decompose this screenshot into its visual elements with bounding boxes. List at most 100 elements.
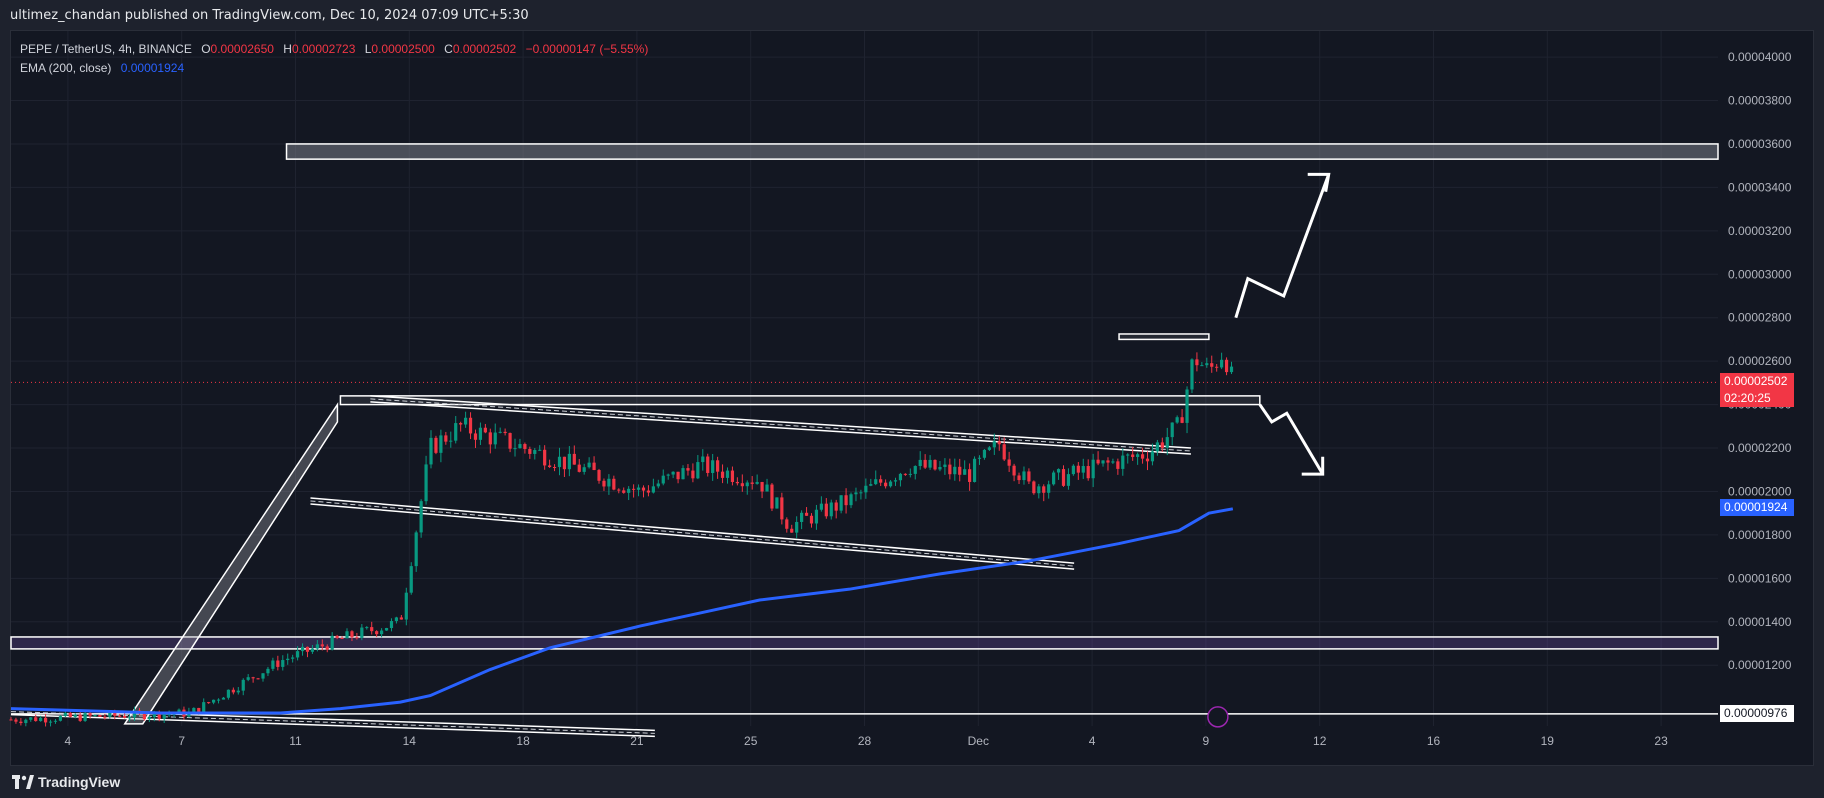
y-tick-label: 0.00003800	[1728, 94, 1792, 108]
candle-body	[1096, 459, 1100, 464]
candle-body	[1116, 461, 1120, 469]
candle-body	[147, 717, 151, 720]
ema-value: 0.00001924	[120, 61, 185, 75]
candle-body	[88, 713, 92, 716]
candle-body	[464, 417, 468, 425]
candle-body	[1111, 461, 1115, 463]
candle-body	[770, 484, 774, 509]
y-tick-label: 0.00001600	[1728, 571, 1792, 585]
candle-body	[118, 715, 122, 717]
candle-body	[1215, 366, 1219, 368]
candle-body	[1210, 363, 1214, 367]
candle-body	[216, 699, 221, 701]
candle-body	[666, 474, 670, 476]
rising-channel	[123, 402, 339, 725]
y-tick-label: 0.00003000	[1728, 267, 1792, 281]
candle-body	[167, 714, 171, 716]
zone-rect	[10, 636, 1719, 650]
candle-body	[1160, 442, 1164, 448]
candle-body	[1131, 454, 1135, 457]
y-tick-label: 0.00001200	[1728, 658, 1792, 672]
last-price-tag: 0.00002502 02:20:25	[1720, 373, 1794, 408]
candle-body	[1165, 437, 1169, 448]
candle-body	[661, 475, 665, 484]
y-tick-label: 0.00003400	[1728, 180, 1792, 194]
candle-body	[691, 470, 695, 479]
candle-body	[898, 473, 903, 481]
candle-body	[1145, 458, 1150, 462]
candle-body	[1022, 471, 1026, 481]
upper-channel-line	[370, 401, 1191, 455]
x-tick-label: 25	[744, 734, 758, 748]
candle-body	[39, 717, 43, 722]
y-tick-label: 0.00002000	[1728, 484, 1792, 498]
candle-body	[849, 494, 853, 506]
candle-body	[429, 437, 433, 465]
bullish-arrow-head	[1307, 172, 1331, 192]
x-tick-label: 7	[178, 734, 185, 748]
bottom-price-tag: 0.00000976	[1720, 704, 1794, 722]
projection-arrows	[1207, 172, 1331, 728]
candle-body	[953, 466, 957, 475]
candle-body	[493, 432, 497, 445]
candle-body	[231, 689, 235, 693]
candle-body	[251, 677, 255, 679]
ema-label[interactable]: EMA (200, close)	[20, 61, 112, 75]
candle-body	[804, 512, 809, 516]
candle-body	[725, 470, 730, 478]
candle-body	[1027, 471, 1031, 482]
candle-body	[814, 509, 819, 524]
candle-body	[1061, 469, 1066, 486]
candles	[9, 352, 1234, 727]
candle-body	[355, 637, 359, 639]
ema-tag-value: 0.00001924	[1724, 499, 1788, 514]
publish-bar: ultimez_chandan published on TradingView…	[0, 0, 1824, 30]
candle-body	[439, 435, 443, 453]
candle-body	[207, 702, 211, 704]
candle-body	[389, 621, 394, 629]
candle-body	[893, 480, 898, 482]
grid-lines	[11, 31, 1718, 726]
candle-body	[1047, 484, 1051, 493]
candle-body	[310, 648, 315, 652]
candle-body	[93, 714, 97, 716]
candle-body	[587, 462, 591, 468]
candle-body	[656, 483, 660, 487]
symbol-label[interactable]: PEPE / TetherUS, 4h, BINANCE	[20, 42, 192, 56]
candle-body	[340, 638, 344, 640]
lower-channel-line	[310, 503, 1075, 570]
candle-body	[632, 488, 636, 490]
candle-body	[394, 617, 399, 622]
candle-body	[1175, 417, 1179, 423]
candle-body	[543, 449, 547, 466]
candle-body	[1071, 465, 1075, 475]
tradingview-logo-icon	[12, 775, 34, 789]
candle-body	[1229, 366, 1234, 373]
candle-body	[1205, 363, 1209, 366]
candle-body	[572, 453, 576, 465]
candle-body	[276, 660, 280, 667]
candle-body	[785, 519, 789, 529]
candle-body	[775, 497, 779, 509]
candle-body	[963, 469, 967, 475]
high-label: H	[283, 42, 292, 56]
candle-body	[755, 482, 759, 484]
candle-body	[43, 717, 48, 723]
candle-body	[982, 449, 987, 458]
candle-body	[943, 464, 947, 467]
candle-body	[750, 482, 754, 484]
candle-body	[1195, 359, 1199, 366]
candle-body	[98, 714, 102, 717]
candle-body	[414, 532, 418, 567]
candle-body	[350, 631, 354, 638]
candle-body	[646, 490, 651, 493]
candle-body	[48, 721, 53, 723]
candle-body	[533, 450, 537, 454]
candle-body	[132, 710, 137, 718]
candle-body	[379, 630, 384, 635]
candle-body	[1086, 466, 1090, 479]
drawn-zones	[10, 143, 1719, 715]
candle-body	[384, 628, 389, 631]
published-info: ultimez_chandan published on TradingView…	[10, 8, 529, 23]
